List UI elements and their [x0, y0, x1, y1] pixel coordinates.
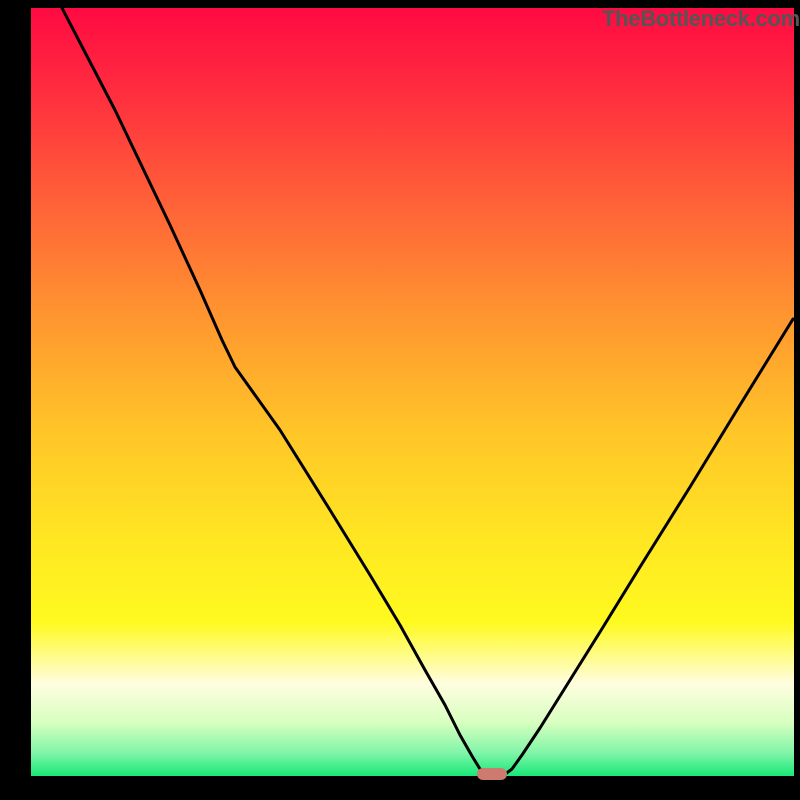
optimum-marker [477, 768, 507, 780]
gradient-background [31, 8, 794, 776]
watermark-text: TheBottleneck.com [602, 6, 800, 32]
chart-svg [0, 0, 800, 800]
